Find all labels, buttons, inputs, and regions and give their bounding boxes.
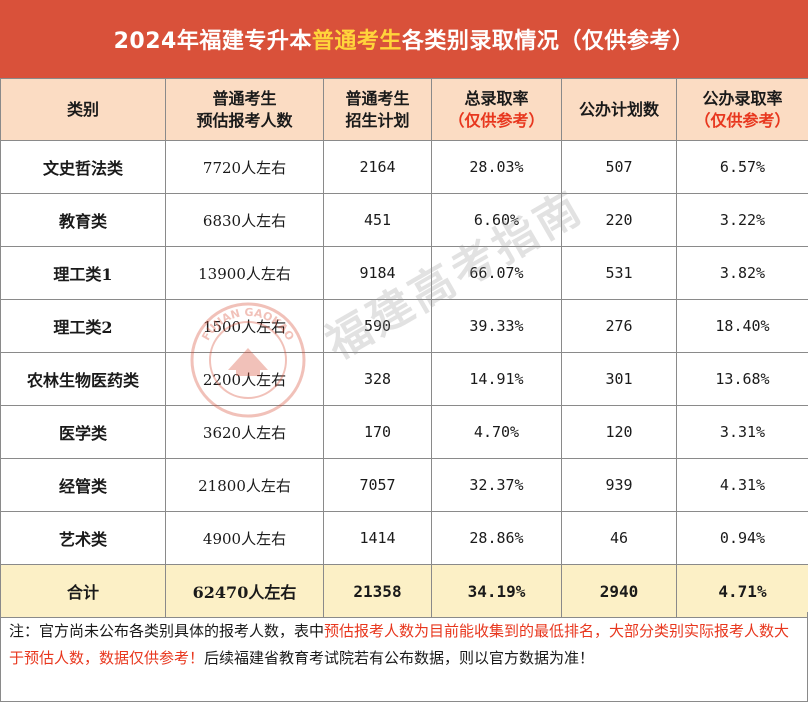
title-highlight: 普通考生 (311, 29, 402, 54)
admission-table: 类别 普通考生 预估报考人数 普通考生 招生计划 总录取率 （仅供参考） 公办计… (0, 78, 808, 618)
cell-public-rate: 3.31% (676, 405, 808, 459)
header-rate-note: （仅供参考） (448, 110, 545, 130)
header-applicants-line2: 预估报考人数 (196, 110, 293, 130)
cell-category: 文史哲法类 (0, 140, 166, 194)
cell-public-rate: 3.82% (676, 246, 808, 300)
cell-public-plan: 531 (561, 246, 677, 300)
cell-plan: 451 (323, 193, 432, 247)
cell-plan: 1414 (323, 511, 432, 565)
cell-public-plan: 276 (561, 299, 677, 353)
cell-public-plan: 46 (561, 511, 677, 565)
table-row: 教育类 6830人左右 451 6.60% 220 3.22% (0, 193, 808, 247)
cell-public-rate: 13.68% (676, 352, 808, 406)
cell-rate: 66.07% (431, 246, 562, 300)
table-row: 文史哲法类 7720人左右 2164 28.03% 507 6.57% (0, 140, 808, 194)
footnote-part1: 注：官方尚未公布各类别具体的报考人数，表中 (9, 622, 325, 640)
cell-rate: 4.70% (431, 405, 562, 459)
total-category: 合计 (0, 564, 166, 618)
title-part2: 各类别录取情况（仅供参考） (401, 29, 695, 54)
table-header-row: 类别 普通考生 预估报考人数 普通考生 招生计划 总录取率 （仅供参考） 公办计… (0, 78, 808, 141)
cell-applicants: 2200人左右 (165, 352, 324, 406)
cell-rate: 6.60% (431, 193, 562, 247)
cell-public-plan: 120 (561, 405, 677, 459)
cell-plan: 9184 (323, 246, 432, 300)
cell-public-rate: 18.40% (676, 299, 808, 353)
header-rate-line1: 总录取率 (464, 88, 529, 108)
header-plan-line2: 招生计划 (345, 110, 410, 130)
header-applicants: 普通考生 预估报考人数 (165, 78, 324, 141)
footnote-part2: 后续福建省教育考试院若有公布数据，则以官方数据为准！ (204, 649, 595, 667)
total-public-plan: 2940 (561, 564, 677, 618)
total-plan: 21358 (323, 564, 432, 618)
header-plan: 普通考生 招生计划 (323, 78, 432, 141)
footnote: 注：官方尚未公布各类别具体的报考人数，表中预估报考人数为目前能收集到的最低排名，… (0, 612, 808, 702)
header-public-plan: 公办计划数 (561, 78, 677, 141)
cell-plan: 328 (323, 352, 432, 406)
cell-public-rate: 4.31% (676, 458, 808, 512)
total-rate: 34.19% (431, 564, 562, 618)
title-part1: 2024年福建专升本 (113, 29, 312, 54)
header-rate: 总录取率 （仅供参考） (431, 78, 562, 141)
header-applicants-line1: 普通考生 (212, 88, 277, 108)
cell-category: 教育类 (0, 193, 166, 247)
cell-applicants: 13900人左右 (165, 246, 324, 300)
footnote-highlight: 预估报考人数为目前能收集到的最低排名，大部分类别实际报考人数大于预估人数，数据仅… (9, 622, 790, 667)
cell-public-plan: 301 (561, 352, 677, 406)
header-category: 类别 (0, 78, 166, 141)
cell-category: 理工类1 (0, 246, 166, 300)
cell-plan: 7057 (323, 458, 432, 512)
cell-applicants: 4900人左右 (165, 511, 324, 565)
cell-applicants: 21800人左右 (165, 458, 324, 512)
cell-category: 理工类2 (0, 299, 166, 353)
table-total-row: 合计 62470人左右 21358 34.19% 2940 4.71% (0, 564, 808, 618)
cell-public-plan: 507 (561, 140, 677, 194)
header-public-rate-line1: 公办录取率 (702, 88, 783, 108)
header-public-rate-note: （仅供参考） (694, 110, 791, 130)
header-plan-line1: 普通考生 (345, 88, 410, 108)
cell-public-plan: 220 (561, 193, 677, 247)
table-row: 经管类 21800人左右 7057 32.37% 939 4.31% (0, 458, 808, 512)
cell-public-rate: 3.22% (676, 193, 808, 247)
table-row: 理工类2 1500人左右 590 39.33% 276 18.40% (0, 299, 808, 353)
cell-plan: 2164 (323, 140, 432, 194)
page-title: 2024年福建专升本 普通考生 各类别录取情况（仅供参考） (0, 0, 808, 78)
cell-public-rate: 0.94% (676, 511, 808, 565)
cell-rate: 14.91% (431, 352, 562, 406)
cell-category: 农林生物医药类 (0, 352, 166, 406)
cell-plan: 170 (323, 405, 432, 459)
cell-applicants: 7720人左右 (165, 140, 324, 194)
cell-category: 医学类 (0, 405, 166, 459)
cell-plan: 590 (323, 299, 432, 353)
table-row: 艺术类 4900人左右 1414 28.86% 46 0.94% (0, 511, 808, 565)
cell-category: 经管类 (0, 458, 166, 512)
cell-applicants: 3620人左右 (165, 405, 324, 459)
table-row: 医学类 3620人左右 170 4.70% 120 3.31% (0, 405, 808, 459)
cell-rate: 28.86% (431, 511, 562, 565)
cell-rate: 39.33% (431, 299, 562, 353)
total-applicants: 62470人左右 (165, 564, 324, 618)
cell-rate: 32.37% (431, 458, 562, 512)
table-row: 理工类1 13900人左右 9184 66.07% 531 3.82% (0, 246, 808, 300)
cell-rate: 28.03% (431, 140, 562, 194)
header-public-rate: 公办录取率 （仅供参考） (676, 78, 808, 141)
cell-category: 艺术类 (0, 511, 166, 565)
total-public-rate: 4.71% (676, 564, 808, 618)
cell-public-rate: 6.57% (676, 140, 808, 194)
cell-public-plan: 939 (561, 458, 677, 512)
cell-applicants: 6830人左右 (165, 193, 324, 247)
table-row: 农林生物医药类 2200人左右 328 14.91% 301 13.68% (0, 352, 808, 406)
cell-applicants: 1500人左右 (165, 299, 324, 353)
